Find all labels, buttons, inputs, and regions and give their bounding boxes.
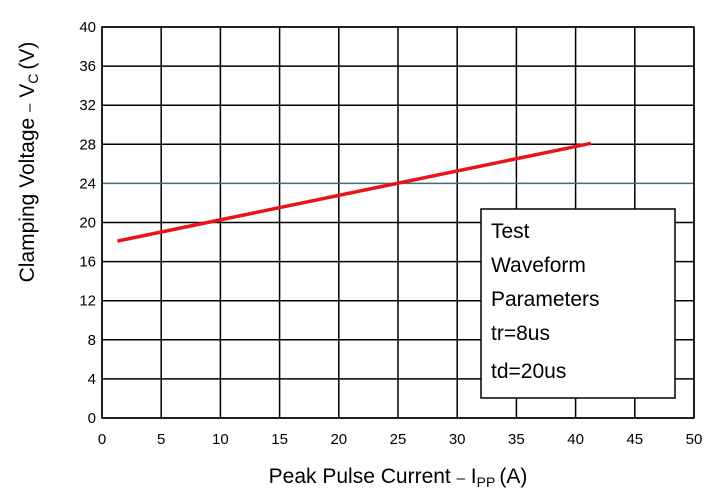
annotation-line-1: Test <box>491 220 530 243</box>
y-tick-label: 20 <box>79 215 96 232</box>
series-line <box>117 141 592 243</box>
annotation-box: Test Waveform Parameters tr=8us td=20us <box>480 208 676 399</box>
y-tick-label: 16 <box>79 254 96 271</box>
plot-frame <box>101 26 695 419</box>
annotation-line-2: Waveform <box>491 254 586 277</box>
x-axis-label-unit: (A) <box>499 465 527 488</box>
y-tick-label: 4 <box>88 371 96 388</box>
y-tick-label: 32 <box>79 97 96 114</box>
x-tick-label: 30 <box>449 431 466 448</box>
annotation-box-frame <box>480 208 676 399</box>
annotation-line-5: td=20us <box>491 360 566 383</box>
annotation-line-4: tr=8us <box>491 322 550 345</box>
y-axis-label-subscript: C <box>25 74 41 84</box>
y-tick-label: 40 <box>79 19 96 36</box>
x-axis-label-symbol: I <box>471 465 477 488</box>
x-axis-label-subscript: PP <box>477 474 496 490</box>
x-tick-label: 45 <box>626 431 643 448</box>
x-tick-label: 25 <box>390 431 407 448</box>
series-group <box>117 141 592 243</box>
y-axis-label-dash: – <box>21 103 38 112</box>
y-tick-label: 8 <box>88 332 96 349</box>
x-tick-label: 5 <box>157 431 165 448</box>
y-axis-ticks: 0 4 8 12 16 20 24 28 32 36 40 <box>79 19 96 427</box>
x-tick-label: 0 <box>98 431 106 448</box>
x-axis-ticks: 0 5 10 15 20 25 30 35 40 45 50 <box>98 431 703 448</box>
x-axis-label-dash: – <box>457 470 466 487</box>
x-axis-label-main: Peak Pulse Current <box>269 465 451 488</box>
x-tick-label: 15 <box>271 431 288 448</box>
x-tick-label: 35 <box>508 431 525 448</box>
y-axis-label: Clamping Voltage – VC (V) <box>16 42 41 283</box>
annotation-line-3: Parameters <box>491 288 600 311</box>
x-axis-label: Peak Pulse Current – IPP (A) <box>269 465 528 490</box>
y-tick-label: 28 <box>79 136 96 153</box>
y-tick-label: 0 <box>88 410 96 427</box>
x-tick-label: 10 <box>212 431 229 448</box>
x-tick-label: 50 <box>686 431 703 448</box>
y-axis-label-unit: (V) <box>16 42 39 70</box>
y-tick-label: 24 <box>79 175 96 192</box>
y-tick-label: 36 <box>79 58 96 75</box>
y-tick-label: 12 <box>79 293 96 310</box>
y-axis-label-symbol: V <box>16 84 39 98</box>
x-tick-label: 20 <box>330 431 347 448</box>
y-axis-label-main: Clamping Voltage <box>16 118 39 283</box>
x-tick-label: 40 <box>567 431 584 448</box>
